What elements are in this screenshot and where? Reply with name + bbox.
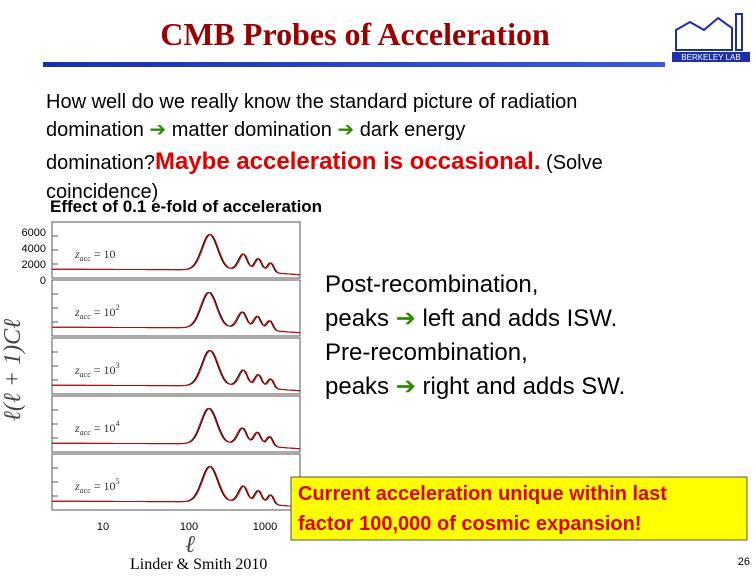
label-var: z — [74, 305, 80, 319]
title-rule — [43, 62, 665, 67]
note-line: peaks ➔ left and adds ISW. — [325, 305, 617, 332]
label-var: z — [74, 247, 80, 261]
note-line: Post-recombination, — [325, 271, 538, 298]
label-sub: acc — [80, 254, 92, 263]
body-text: dark energy — [360, 119, 466, 141]
spectrum-curve — [52, 233, 301, 276]
arrow-icon: ➔ — [396, 373, 416, 400]
note-line: Pre-recombination, — [325, 339, 528, 366]
body-line: domination ➔ matter domination ➔ dark en… — [46, 119, 465, 141]
label-eq: = 10 — [94, 247, 116, 261]
body-text: (Solve — [546, 152, 603, 174]
note-line: peaks ➔ right and adds SW. — [325, 373, 625, 400]
spectrum-curve — [52, 291, 301, 334]
label-eq: = 10 — [94, 479, 116, 493]
label-var: z — [74, 421, 80, 435]
body-text: matter domination — [172, 119, 332, 141]
panel-label: zacc = 105 — [74, 477, 120, 495]
label-eq: = 10 — [94, 305, 116, 319]
figure-credit: Linder & Smith 2010 — [130, 556, 267, 573]
logo: BERKELEY LAB — [672, 13, 750, 62]
body-text: domination? — [46, 152, 155, 174]
label-eq: = 10 — [94, 421, 116, 435]
panel-label: zacc = 10 — [74, 247, 116, 263]
x-axis-label: ℓ — [185, 532, 195, 558]
panel-label: zacc = 103 — [74, 361, 120, 379]
note-text: peaks — [325, 373, 389, 400]
body-text: domination — [46, 119, 144, 141]
spectrum-curve — [52, 465, 301, 508]
panel-label: zacc = 104 — [74, 419, 120, 437]
y-tick-label: 2000 — [22, 259, 46, 271]
label-eq: = 10 — [94, 363, 116, 377]
y-tick-label: 6000 — [22, 227, 46, 239]
y-axis-label: ℓ(ℓ + 1)Cℓ — [0, 319, 26, 421]
figure-caption: Effect of 0.1 e-fold of acceleration — [50, 197, 322, 216]
x-tick-label: 10 — [97, 521, 109, 533]
x-tick-label: 100 — [180, 521, 198, 533]
note-text: left and adds ISW. — [423, 305, 618, 332]
callout-box — [290, 476, 748, 541]
label-sup: 2 — [116, 303, 120, 312]
label-var: z — [74, 363, 80, 377]
spectrum-curve — [52, 407, 301, 450]
logo-text: BERKELEY LAB — [681, 53, 740, 62]
note-text: right and adds SW. — [423, 373, 626, 400]
label-sub: acc — [80, 428, 92, 437]
arrow-icon: ➔ — [396, 305, 416, 332]
arrow-icon: ➔ — [337, 119, 354, 141]
label-sub: acc — [80, 486, 92, 495]
callout-line: Current acceleration unique within last — [298, 483, 667, 505]
y-tick-label: 4000 — [22, 243, 46, 255]
label-sub: acc — [80, 370, 92, 379]
body-line: coincidence) — [46, 181, 158, 203]
callout-line: factor 100,000 of cosmic expansion! — [298, 513, 641, 535]
label-sub: acc — [80, 312, 92, 321]
body-line: domination?Maybe acceleration is occasio… — [46, 148, 603, 175]
highlight-text: Maybe acceleration is occasional. — [155, 148, 541, 175]
arrow-icon: ➔ — [149, 119, 166, 141]
x-tick-label: 1000 — [253, 521, 277, 533]
panel-label: zacc = 102 — [74, 303, 120, 321]
label-sup: 5 — [116, 477, 120, 486]
y-tick-label: 0 — [40, 275, 46, 287]
note-text: peaks — [325, 305, 389, 332]
slide-title: CMB Probes of Acceleration — [160, 16, 550, 52]
body-line: How well do we really know the standard … — [46, 91, 577, 113]
label-sup: 3 — [116, 361, 120, 370]
label-sup: 4 — [116, 419, 120, 428]
page-number: 26 — [738, 556, 750, 568]
label-var: z — [74, 479, 80, 493]
spectrum-curve — [52, 349, 301, 392]
